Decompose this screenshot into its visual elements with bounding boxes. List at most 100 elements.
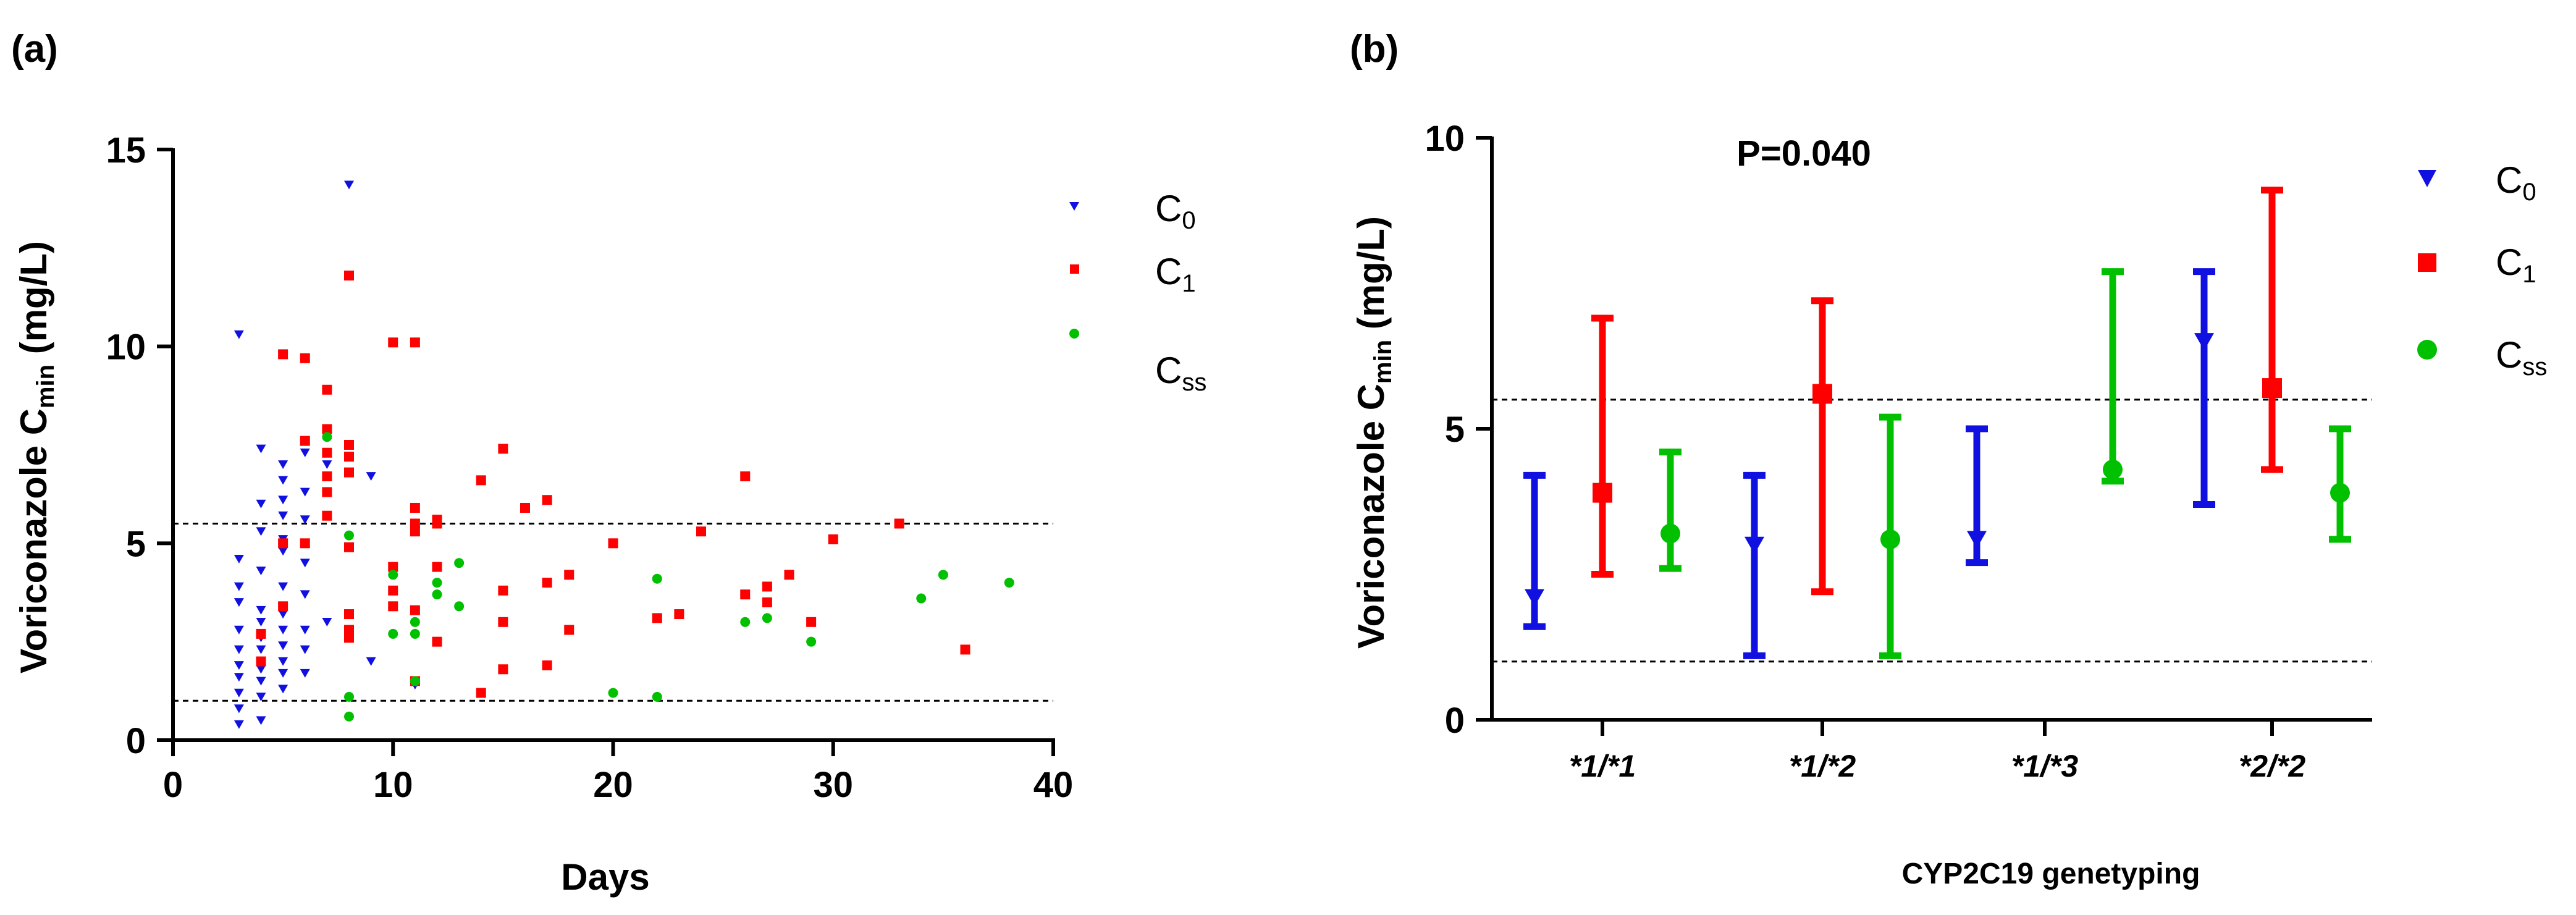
data-point-c1	[740, 589, 751, 600]
error-bar-c0	[1523, 471, 1546, 630]
triangle-down-icon	[2418, 170, 2436, 187]
data-point-css	[410, 676, 420, 686]
data-point-c0	[278, 641, 288, 651]
data-point-c1	[564, 625, 575, 635]
y-tick-label: 5	[126, 524, 146, 564]
error-bars-b	[1523, 187, 2351, 659]
data-point-css	[388, 628, 398, 639]
data-point-css	[410, 628, 420, 639]
data-point-c1	[322, 471, 332, 481]
legend-b: C0 C1 Css	[2417, 159, 2547, 381]
svg-text:C1: C1	[2496, 242, 2536, 288]
mean-point-css	[2330, 483, 2350, 503]
data-point-c1	[960, 644, 970, 655]
x-tick-label: 30	[813, 765, 853, 805]
error-bar-c0	[1966, 425, 1988, 567]
x-axis-title-b: CYP2C19 genetyping	[1902, 858, 2200, 890]
data-point-c1	[388, 601, 398, 612]
data-point-c1	[322, 447, 332, 458]
data-point-c0	[278, 476, 288, 485]
data-point-c1	[322, 510, 332, 521]
data-point-c1	[322, 424, 332, 434]
data-point-c1	[344, 633, 354, 643]
data-point-c1	[432, 636, 442, 647]
data-point-c1	[344, 270, 354, 280]
y-tick-label: 0	[126, 721, 146, 761]
data-point-c0	[256, 567, 266, 576]
x-ticks-a: 0 10 20 30 40	[163, 740, 1073, 805]
data-point-c0	[366, 472, 376, 481]
mean-point-c0	[1525, 589, 1544, 607]
x-tick-label: 0	[163, 765, 183, 805]
data-point-c1	[344, 467, 354, 478]
data-point-c1	[300, 538, 310, 549]
legend-a-c1: C1	[1070, 251, 1196, 297]
data-point-c0	[234, 673, 244, 682]
data-point-c1	[256, 628, 266, 639]
data-point-c0	[256, 677, 266, 686]
data-point-c0	[256, 645, 266, 654]
data-point-c1	[652, 613, 662, 623]
data-point-c1	[344, 625, 354, 635]
data-point-c0	[234, 625, 244, 635]
data-point-c1	[344, 542, 354, 552]
error-bar-css	[2102, 268, 2124, 485]
data-point-c0	[234, 688, 244, 698]
data-point-c1	[762, 581, 772, 592]
data-point-css	[608, 688, 618, 698]
error-bar-c0	[2193, 268, 2215, 508]
data-point-c1	[256, 656, 266, 667]
chart-b: 0 5 10 *1/*1 *1/*2 *1/*3 *2/*2 P=0.040 CYP2C1…	[1350, 119, 2547, 890]
x-ticks-b: *1/*1 *1/*2 *1/*3 *2/*2	[1569, 720, 2305, 783]
circle-icon	[2417, 340, 2437, 360]
data-point-c0	[278, 511, 288, 520]
data-point-c1	[300, 436, 310, 446]
mean-point-c1	[1593, 483, 1612, 503]
data-point-c1	[344, 440, 354, 450]
svg-text:Css: Css	[2496, 334, 2547, 381]
x-tick-label: *1/*1	[1569, 749, 1636, 783]
data-point-c1	[564, 570, 575, 580]
data-point-c0	[256, 444, 266, 453]
data-point-c0	[278, 547, 288, 556]
data-point-c0	[256, 693, 266, 702]
data-point-c1	[762, 597, 772, 607]
data-point-c0	[278, 495, 288, 505]
data-point-c1	[278, 601, 288, 612]
svg-text:C1: C1	[1155, 251, 1196, 297]
square-icon	[1070, 264, 1079, 274]
data-point-c1	[608, 538, 618, 549]
data-point-c1	[696, 526, 706, 537]
data-point-c0	[234, 645, 244, 654]
axes-b	[1490, 137, 2372, 722]
data-point-css	[432, 578, 442, 588]
x-tick-label: *1/*3	[2011, 749, 2079, 783]
y-ticks-b: 0 5 10	[1425, 119, 1492, 741]
data-point-css	[454, 558, 465, 568]
data-point-c0	[322, 460, 332, 470]
data-point-c0	[256, 665, 266, 674]
y-tick-label: 10	[1425, 119, 1465, 159]
mean-point-c1	[1812, 384, 1832, 404]
y-axis-title-a: Voriconazole Cmin (mg/L)	[13, 241, 59, 673]
data-point-c0	[256, 618, 266, 626]
data-point-c0	[300, 645, 310, 654]
data-point-c1	[806, 617, 817, 627]
data-point-c1	[894, 518, 904, 529]
legend-a-c0: C0	[1069, 188, 1196, 234]
data-point-css	[938, 570, 948, 580]
mean-point-c0	[2194, 333, 2214, 351]
svg-text:C0: C0	[1155, 188, 1196, 234]
data-point-c1	[520, 502, 530, 513]
data-point-c0	[300, 448, 310, 457]
data-point-c0	[322, 618, 332, 626]
svg-text:C0: C0	[2496, 159, 2536, 206]
error-bar-c1	[2261, 187, 2283, 473]
data-point-c1	[344, 609, 354, 620]
data-point-c0	[234, 330, 244, 339]
data-point-c0	[300, 515, 310, 525]
legend-a: C0 C1 Css	[1069, 188, 1206, 396]
data-point-css	[344, 530, 354, 541]
error-bar-css	[1659, 449, 1682, 572]
